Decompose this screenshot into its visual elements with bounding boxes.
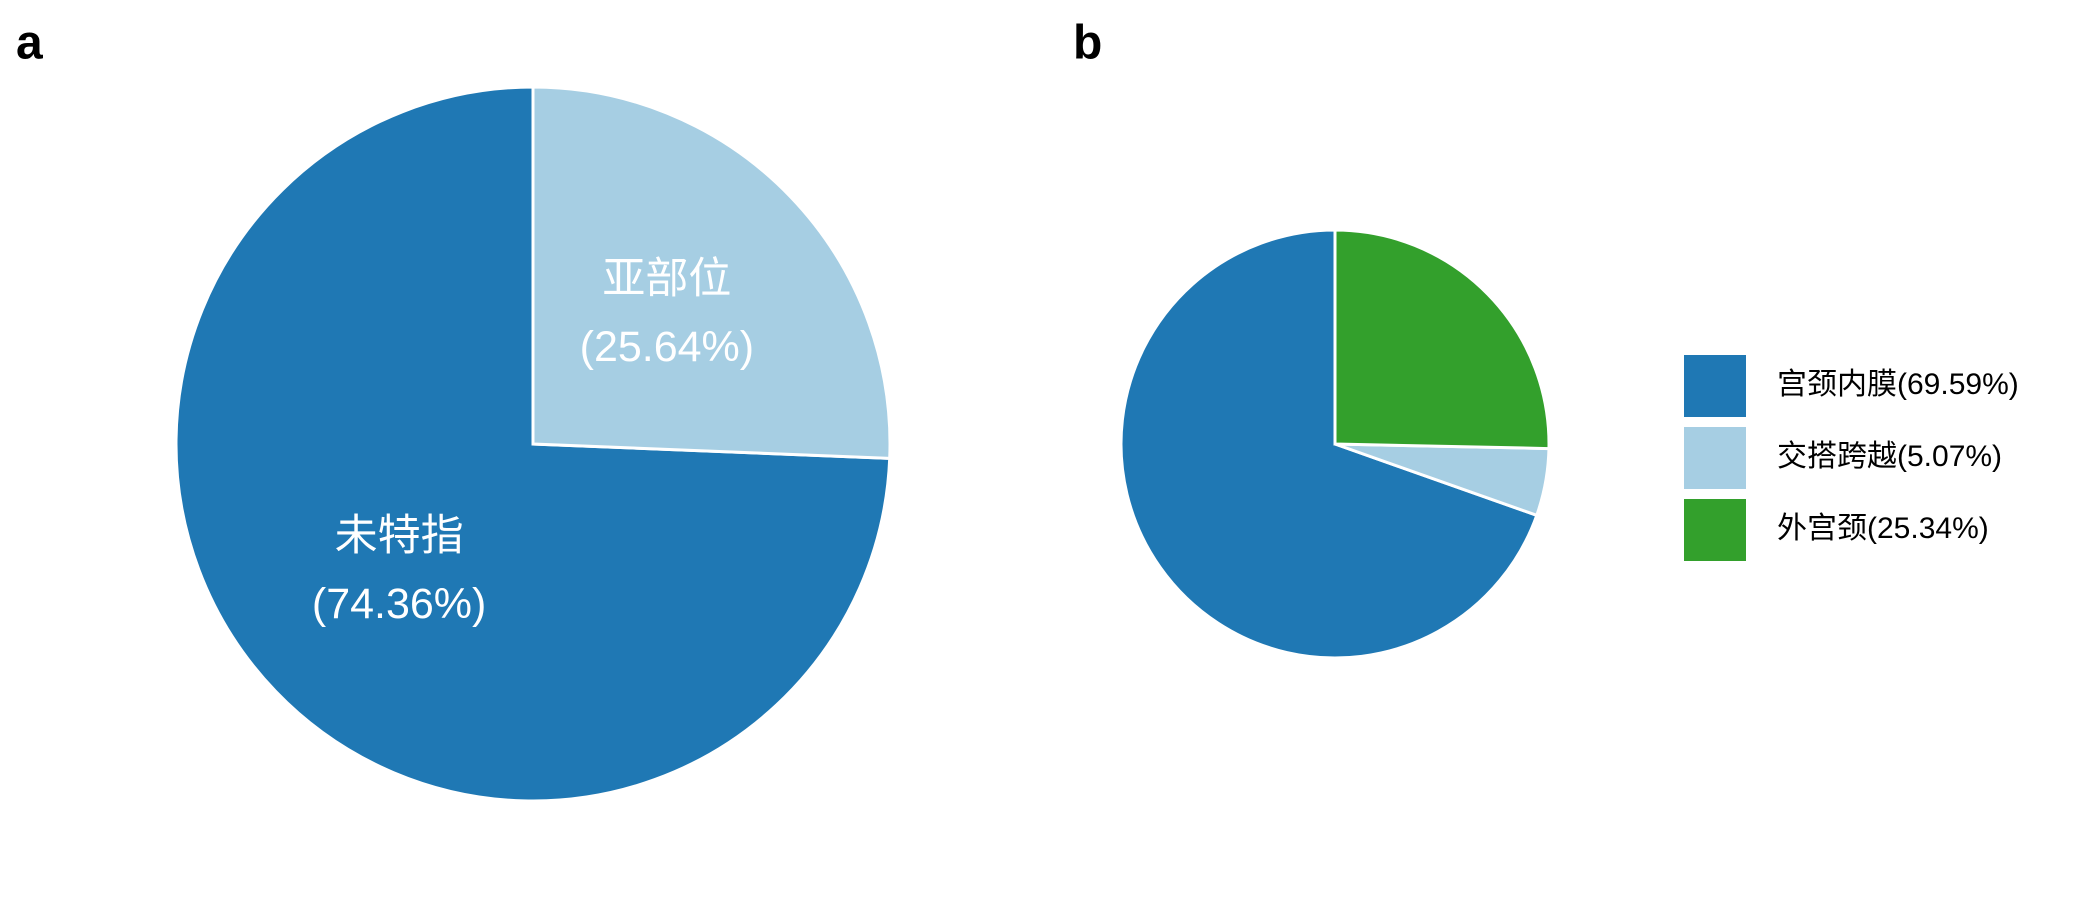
- slice-label: 未特指: [335, 512, 464, 560]
- legend-entry: 外宫颈(25.34%): [1777, 512, 1989, 545]
- legend-swatch: [1684, 427, 1746, 489]
- pie-slice: [1119, 228, 1539, 660]
- legend-swatch: [1684, 355, 1746, 417]
- panel-label: b: [1073, 17, 1102, 70]
- legend-label: 外宫颈: [1777, 512, 1867, 545]
- panel-label: a: [16, 17, 43, 70]
- legend-swatch: [1684, 499, 1746, 561]
- pie-slice: [1333, 228, 1551, 451]
- legend-entry: 宫颈内膜(69.59%): [1777, 368, 2019, 401]
- slice-label: 亚部位: [602, 255, 731, 303]
- legend-value-label: (25.34%): [1867, 512, 1989, 545]
- legend-entry: 交搭跨越(5.07%): [1777, 440, 2002, 473]
- legend-value-label: (69.59%): [1897, 368, 2019, 401]
- legend-label: 宫颈内膜: [1777, 368, 1897, 401]
- slice-value-label: (74.36%): [312, 580, 486, 628]
- pie-slice: [531, 85, 892, 460]
- legend-value-label: (5.07%): [1897, 440, 2002, 473]
- slice-value-label: (25.64%): [580, 323, 754, 371]
- legend-label: 交搭跨越: [1777, 440, 1897, 473]
